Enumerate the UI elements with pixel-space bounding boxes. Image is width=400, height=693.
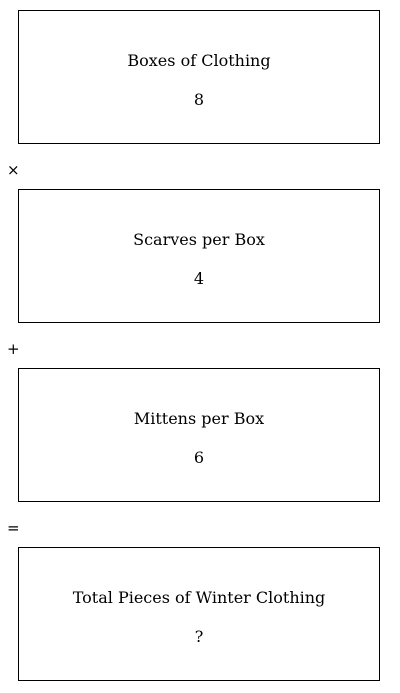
scarves-per-box-box: Scarves per Box 4 xyxy=(18,189,380,323)
mittens-per-box-box: Mittens per Box 6 xyxy=(18,368,380,502)
box-label: Scarves per Box xyxy=(133,230,265,249)
box-value: 8 xyxy=(193,90,205,109)
box-value: 6 xyxy=(193,448,205,467)
box-value: 4 xyxy=(193,269,205,288)
box-label: Total Pieces of Winter Clothing xyxy=(72,588,326,607)
multiply-operator: × xyxy=(7,161,20,179)
total-winter-clothing-box: Total Pieces of Winter Clothing ? xyxy=(18,547,380,681)
box-value: ? xyxy=(194,627,204,646)
boxes-of-clothing-box: Boxes of Clothing 8 xyxy=(18,10,380,144)
equals-operator: = xyxy=(7,519,20,537)
box-label: Boxes of Clothing xyxy=(127,51,271,70)
plus-operator: + xyxy=(7,340,20,358)
box-label: Mittens per Box xyxy=(133,409,265,428)
